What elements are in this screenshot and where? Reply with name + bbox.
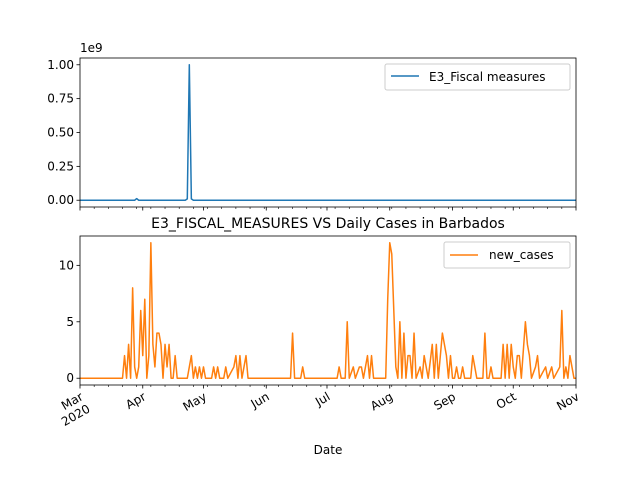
top-y-ticks: 0.00 0.25 0.50 0.75 1.00	[47, 58, 80, 207]
bottom-y-tick-label: 10	[59, 258, 74, 272]
bottom-series	[80, 242, 576, 379]
bottom-y-tick-label: 5	[66, 315, 74, 329]
top-y-tick-label: 1.00	[47, 58, 74, 72]
bottom-title: E3_FISCAL_MEASURES VS Daily Cases in Bar…	[151, 216, 505, 232]
x-axis-label: Date	[314, 443, 343, 457]
top-series-line	[80, 64, 576, 201]
bottom-series-line	[80, 242, 576, 379]
top-legend-label: E3_Fiscal measures	[429, 70, 546, 84]
top-series	[80, 64, 576, 201]
bottom-x-tick-label: Jul	[312, 389, 332, 409]
bottom-y-ticks: 0 5 10	[59, 258, 80, 385]
top-subplot: 1e9 0.00 0.25 0.50 0.75 1.00 E3_Fiscal measu…	[47, 41, 577, 211]
top-y-tick-label: 0.25	[47, 159, 74, 173]
top-legend-box	[384, 63, 571, 91]
top-y-tick-label: 0.75	[47, 92, 74, 106]
bottom-legend-label: new_cases	[489, 248, 554, 262]
bottom-axes-frame	[79, 235, 577, 386]
top-x-ticks	[79, 207, 577, 211]
bottom-legend-box	[443, 241, 571, 269]
bottom-legend: new_cases	[443, 241, 571, 269]
top-legend: E3_Fiscal measures	[384, 63, 571, 91]
bottom-y-tick-label: 0	[66, 371, 74, 385]
offset-text: 1e9	[80, 41, 103, 55]
top-axes-frame	[79, 57, 577, 208]
top-y-tick-label: 0.00	[47, 193, 74, 207]
top-y-tick-label: 0.50	[47, 126, 74, 140]
